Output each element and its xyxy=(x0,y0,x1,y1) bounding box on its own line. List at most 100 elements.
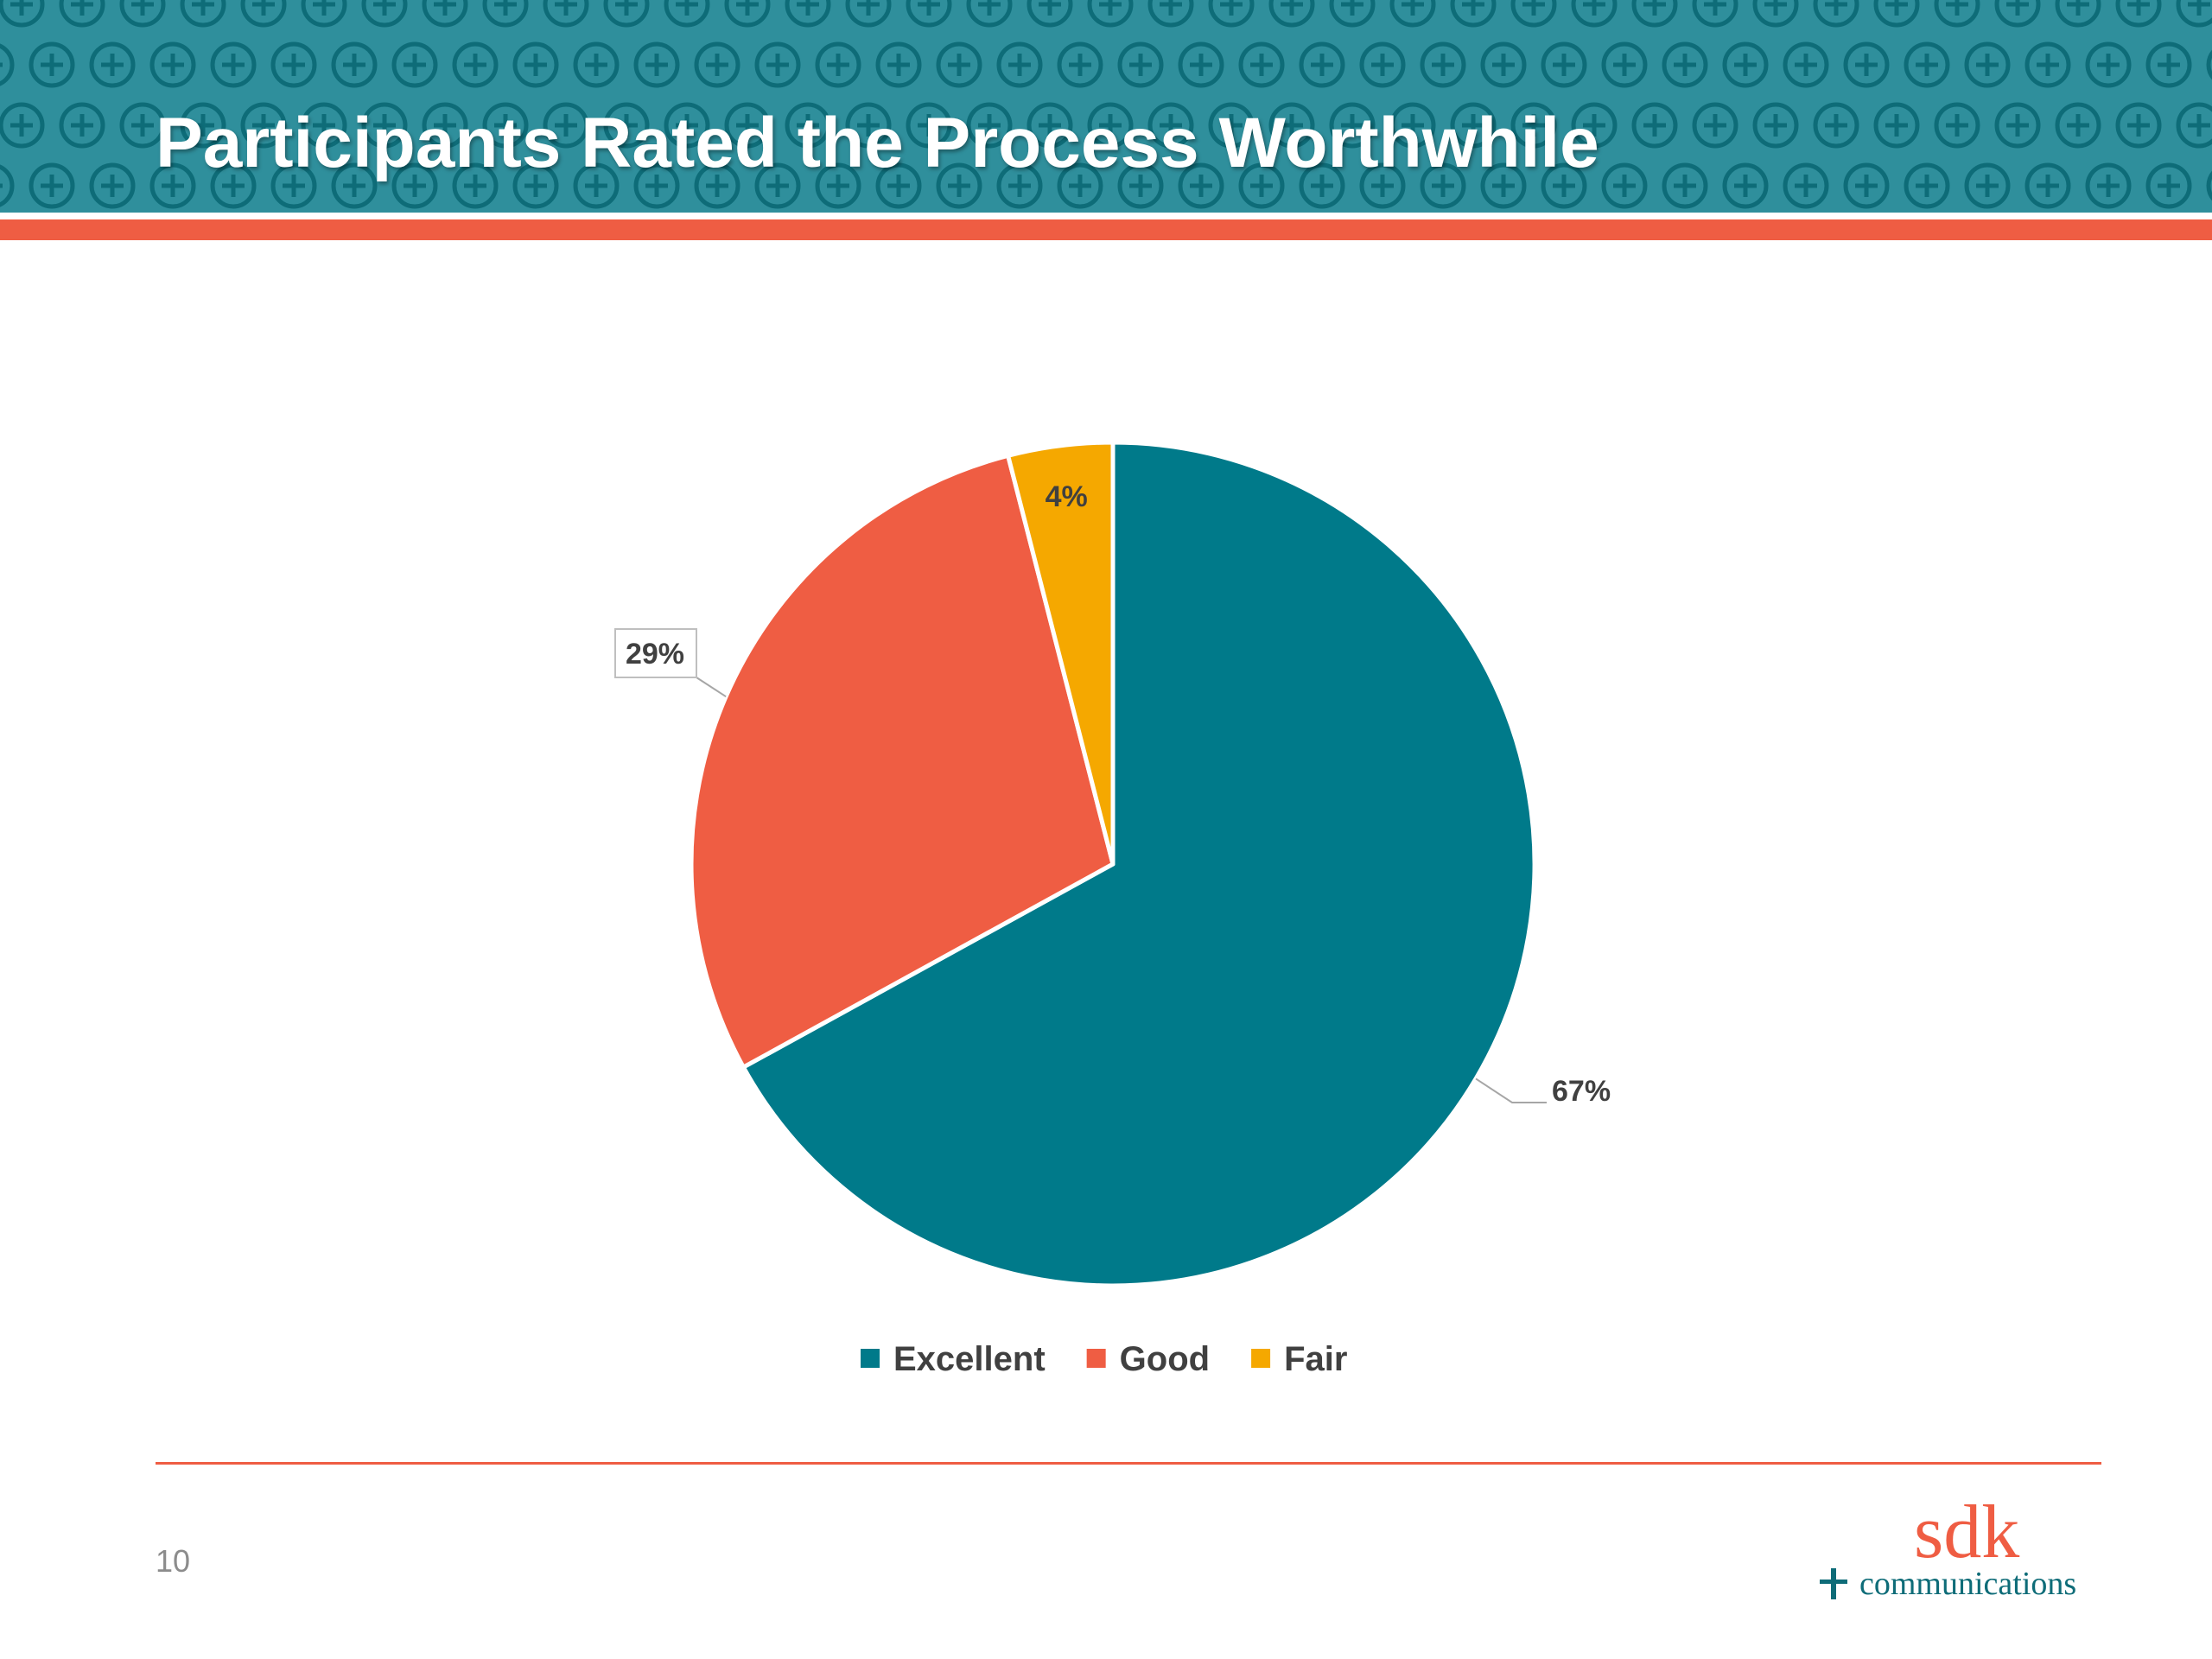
plus-circle-icon xyxy=(2176,0,2212,28)
logo-subtitle-text: communications xyxy=(1859,1566,2076,1602)
plus-circle-icon xyxy=(1480,41,1527,88)
plus-circle-icon xyxy=(89,41,136,88)
plus-circle-icon xyxy=(2055,102,2101,149)
data-labels: 67% 29% 4% xyxy=(614,480,1611,1108)
plus-circle-icon xyxy=(1601,162,1648,209)
plus-circle-icon xyxy=(2115,102,2162,149)
plus-circle-icon xyxy=(331,162,378,209)
plus-circle-icon xyxy=(1117,162,1164,209)
plus-circle-icon xyxy=(422,0,468,28)
plus-circle-icon xyxy=(1359,41,1406,88)
pie-slices xyxy=(689,440,1537,1288)
plus-circle-icon xyxy=(210,162,257,209)
slide-title: Participants Rated the Process Worthwhil… xyxy=(156,104,1599,182)
plus-circle-icon xyxy=(1601,41,1648,88)
plus-circle-icon xyxy=(1480,162,1527,209)
plus-circle-icon xyxy=(1904,41,1950,88)
plus-circle-icon xyxy=(119,102,166,149)
plus-circle-icon xyxy=(301,102,347,149)
plus-circle-icon xyxy=(1964,41,2011,88)
plus-circle-icon xyxy=(1117,41,1164,88)
plus-circle-icon xyxy=(543,0,589,28)
plus-circle-icon xyxy=(59,102,105,149)
plus-circle-icon xyxy=(724,102,771,149)
plus-circle-icon xyxy=(0,43,15,86)
legend-label-excellent: Excellent xyxy=(893,1340,1046,1378)
sdk-communications-logo: sdk communications xyxy=(1820,1495,2076,1602)
plus-circle-icon xyxy=(1420,41,1466,88)
plus-circle-icon xyxy=(2206,49,2212,80)
logo-sdk-text: sdk xyxy=(1914,1495,2019,1574)
data-label-good: 29% xyxy=(626,638,684,671)
plus-circle-icon xyxy=(2024,162,2071,209)
plus-circle-icon xyxy=(240,102,287,149)
plus-circle-icon xyxy=(1662,162,1708,209)
plus-circle-icon xyxy=(391,41,438,88)
plus-circle-icon xyxy=(1934,102,1980,149)
plus-circle-icon xyxy=(210,41,257,88)
legend-item-fair: Fair xyxy=(1251,1340,1347,1378)
plus-circle-icon xyxy=(1147,102,1194,149)
plus-circle-icon xyxy=(149,41,196,88)
plus-circle-icon xyxy=(331,41,378,88)
legend-swatch-excellent xyxy=(861,1349,880,1368)
plus-circle-icon xyxy=(452,41,499,88)
legend-swatch-good xyxy=(1086,1349,1106,1368)
plus-circle-icon xyxy=(845,102,892,149)
plus-circle-icon xyxy=(512,162,559,209)
plus-circle-icon xyxy=(936,41,982,88)
plus-circle-icon xyxy=(1450,0,1497,28)
plus-circle-icon xyxy=(119,0,166,28)
plus-circle-icon xyxy=(785,102,831,149)
legend-swatch-fair xyxy=(1251,1349,1271,1368)
plus-circle-icon xyxy=(1510,0,1557,28)
legend-item-excellent: Excellent xyxy=(861,1340,1046,1378)
plus-circle-icon xyxy=(2085,41,2132,88)
plus-circle-icon xyxy=(754,41,801,88)
plus-circle-icon xyxy=(149,162,196,209)
plus-circle-icon xyxy=(29,162,75,209)
plus-circle-icon xyxy=(1087,102,1134,149)
plus-circle-icon xyxy=(1178,162,1224,209)
plus-circle-icon xyxy=(1510,102,1557,149)
plus-circle-icon xyxy=(2145,162,2192,209)
plus-circle-icon xyxy=(1208,102,1255,149)
plus-circle-icon xyxy=(512,41,559,88)
plus-circle-icon xyxy=(694,41,741,88)
plus-circle-icon xyxy=(1541,41,1587,88)
page-number: 10 xyxy=(156,1543,191,1579)
plus-circle-icon xyxy=(1299,162,1345,209)
plus-circle-icon xyxy=(29,41,75,88)
plus-circle-icon xyxy=(1631,102,1678,149)
title-banner: Participants Rated the Process Worthwhil… xyxy=(0,0,2212,213)
plus-circle-icon xyxy=(1087,0,1134,28)
plus-circle-icon xyxy=(724,0,771,28)
plus-circle-icon xyxy=(1359,162,1406,209)
plus-circle-icon xyxy=(906,0,952,28)
plus-circle-icon xyxy=(785,0,831,28)
plus-circle-icon xyxy=(1722,162,1769,209)
plus-circle-icon xyxy=(1057,162,1103,209)
plus-circle-icon xyxy=(573,41,620,88)
plus-circle-icon xyxy=(180,0,226,28)
plus-circle-icon xyxy=(0,0,45,28)
plus-circle-icon xyxy=(1571,102,1618,149)
plus-circle-icon xyxy=(1722,41,1769,88)
plus-circle-icon xyxy=(1027,0,1073,28)
plus-circle-icon xyxy=(1964,162,2011,209)
plus-circle-icon xyxy=(1783,162,1829,209)
banner-plus-pattern xyxy=(0,0,2212,209)
pie-slice-excellent xyxy=(741,440,1537,1288)
plus-circle-icon xyxy=(1752,102,1799,149)
plus-circle-icon xyxy=(1178,41,1224,88)
plus-circle-icon xyxy=(1147,0,1194,28)
plus-circle-icon xyxy=(875,162,922,209)
plus-circle-icon xyxy=(0,102,45,149)
plus-circle-icon xyxy=(1662,41,1708,88)
plus-circle-icon xyxy=(2055,0,2101,28)
plus-circle-icon xyxy=(270,162,317,209)
data-label-excellent: 67% xyxy=(1552,1075,1611,1108)
plus-circle-icon xyxy=(2085,162,2132,209)
plus-circle-icon xyxy=(1420,162,1466,209)
plus-circle-icon xyxy=(906,102,952,149)
